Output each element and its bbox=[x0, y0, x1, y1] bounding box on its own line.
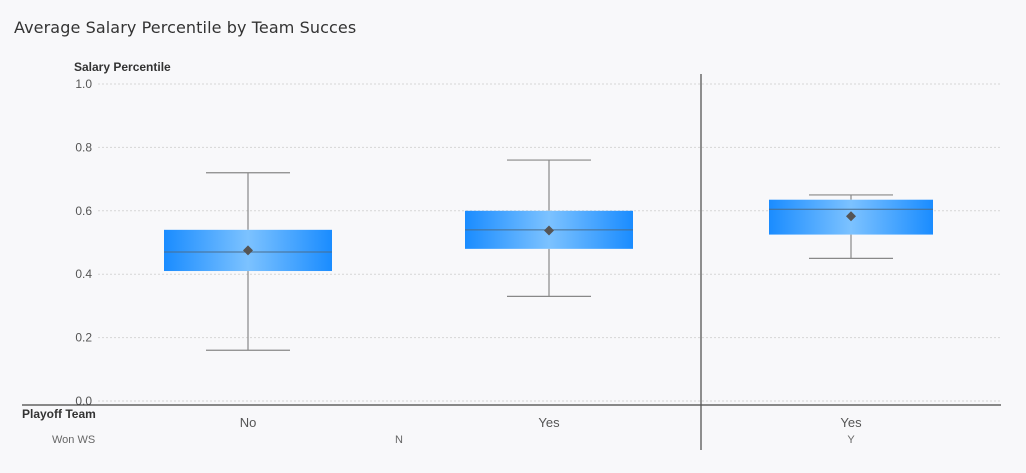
box-3 bbox=[769, 194, 933, 259]
y-tick-label: 0.2 bbox=[75, 331, 92, 345]
y-tick-label: 0.4 bbox=[75, 267, 92, 281]
y-axis-label: Salary Percentile bbox=[74, 60, 171, 74]
outer-category-label: Y bbox=[847, 434, 855, 446]
y-tick-label: 1.0 bbox=[75, 77, 92, 91]
y-tick-label: 0.8 bbox=[75, 140, 92, 154]
outer-axis-label: Won WS bbox=[52, 434, 95, 446]
mean-marker bbox=[243, 245, 253, 256]
box-2 bbox=[465, 159, 633, 297]
category-label: Yes bbox=[538, 415, 560, 430]
category-label: Yes bbox=[840, 415, 862, 430]
box-1 bbox=[164, 172, 332, 351]
x-axis-label: Playoff Team bbox=[22, 407, 96, 421]
boxes bbox=[164, 159, 933, 351]
y-tick-label: 0.0 bbox=[75, 394, 92, 408]
mean-marker bbox=[846, 211, 856, 222]
y-tick-label: 0.6 bbox=[75, 204, 92, 218]
category-labels: No Yes Yes N Y bbox=[240, 415, 862, 446]
outer-category-label: N bbox=[395, 434, 403, 446]
chart-title: Average Salary Percentile by Team Succes bbox=[14, 18, 357, 37]
category-label: No bbox=[240, 415, 257, 430]
mean-marker bbox=[544, 225, 554, 236]
y-tick-labels: 0.0 0.2 0.4 0.6 0.8 1.0 bbox=[75, 77, 92, 408]
